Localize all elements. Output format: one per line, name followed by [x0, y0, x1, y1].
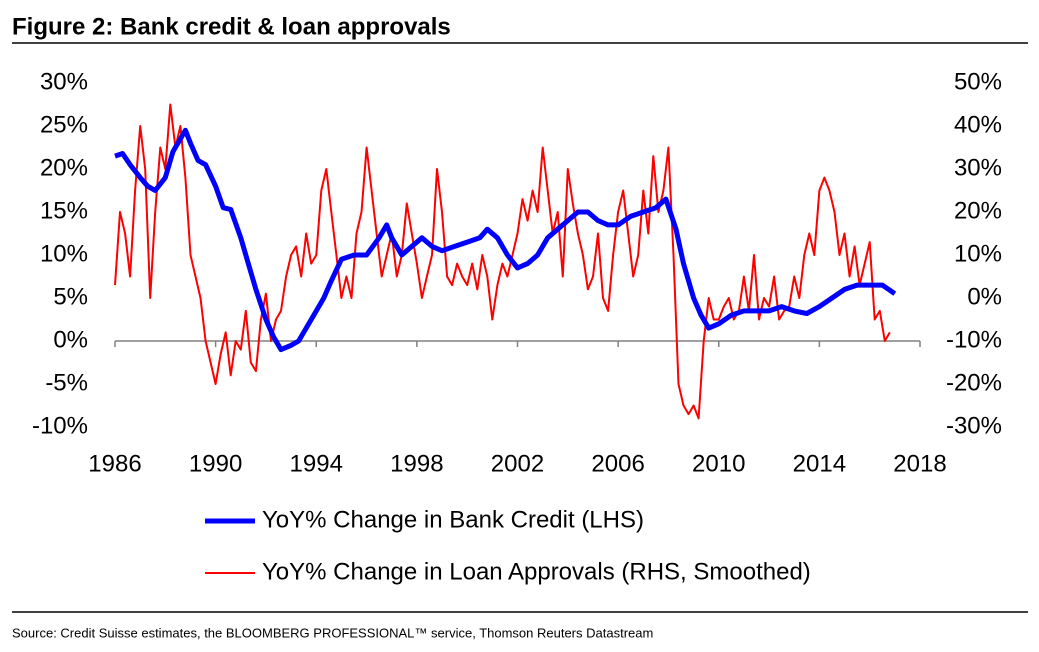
- chart-title: Figure 2: Bank credit & loan approvals: [12, 13, 451, 40]
- series-line: [114, 127, 897, 353]
- y2-tick-label: 10%: [954, 240, 1002, 267]
- y-tick-label: 15%: [40, 197, 88, 224]
- x-tick-label: 2014: [793, 450, 846, 477]
- y2-tick-label: 20%: [954, 197, 1002, 224]
- y2-tick-label: -10%: [946, 326, 1002, 353]
- y-tick-label: 30%: [40, 68, 88, 95]
- source: Source: Credit Suisse estimates, the BLO…: [12, 625, 653, 640]
- y-tick-label: 25%: [40, 111, 88, 138]
- y-tick-label: 5%: [53, 283, 88, 310]
- y-tick-label: 20%: [40, 154, 88, 181]
- x-tick-label: 1986: [88, 450, 141, 477]
- y2-tick-label: 0%: [967, 283, 1002, 310]
- y-tick-label: -10%: [32, 412, 88, 439]
- x-tick-label: 1998: [390, 450, 443, 477]
- series-line: [114, 103, 891, 420]
- x-tick-label: 2006: [591, 450, 644, 477]
- y2-tick-label: 50%: [954, 68, 1002, 95]
- y2-tick-label: 30%: [954, 154, 1002, 181]
- x-tick-label: 2018: [893, 450, 946, 477]
- x-tick-label: 1990: [189, 450, 242, 477]
- y-tick-label: 10%: [40, 240, 88, 267]
- x-tick-label: 2010: [692, 450, 745, 477]
- y2-tick-label: -30%: [946, 412, 1002, 439]
- legend-label: YoY% Change in Loan Approvals (RHS, Smoo…: [262, 558, 811, 585]
- y-tick-label: -5%: [45, 369, 88, 396]
- y-tick-label: 0%: [53, 326, 88, 353]
- x-tick-label: 1994: [290, 450, 343, 477]
- y2-tick-label: -20%: [946, 369, 1002, 396]
- y2-tick-label: 40%: [954, 111, 1002, 138]
- x-tick-label: 2002: [491, 450, 544, 477]
- legend-label: YoY% Change in Bank Credit (LHS): [262, 506, 644, 533]
